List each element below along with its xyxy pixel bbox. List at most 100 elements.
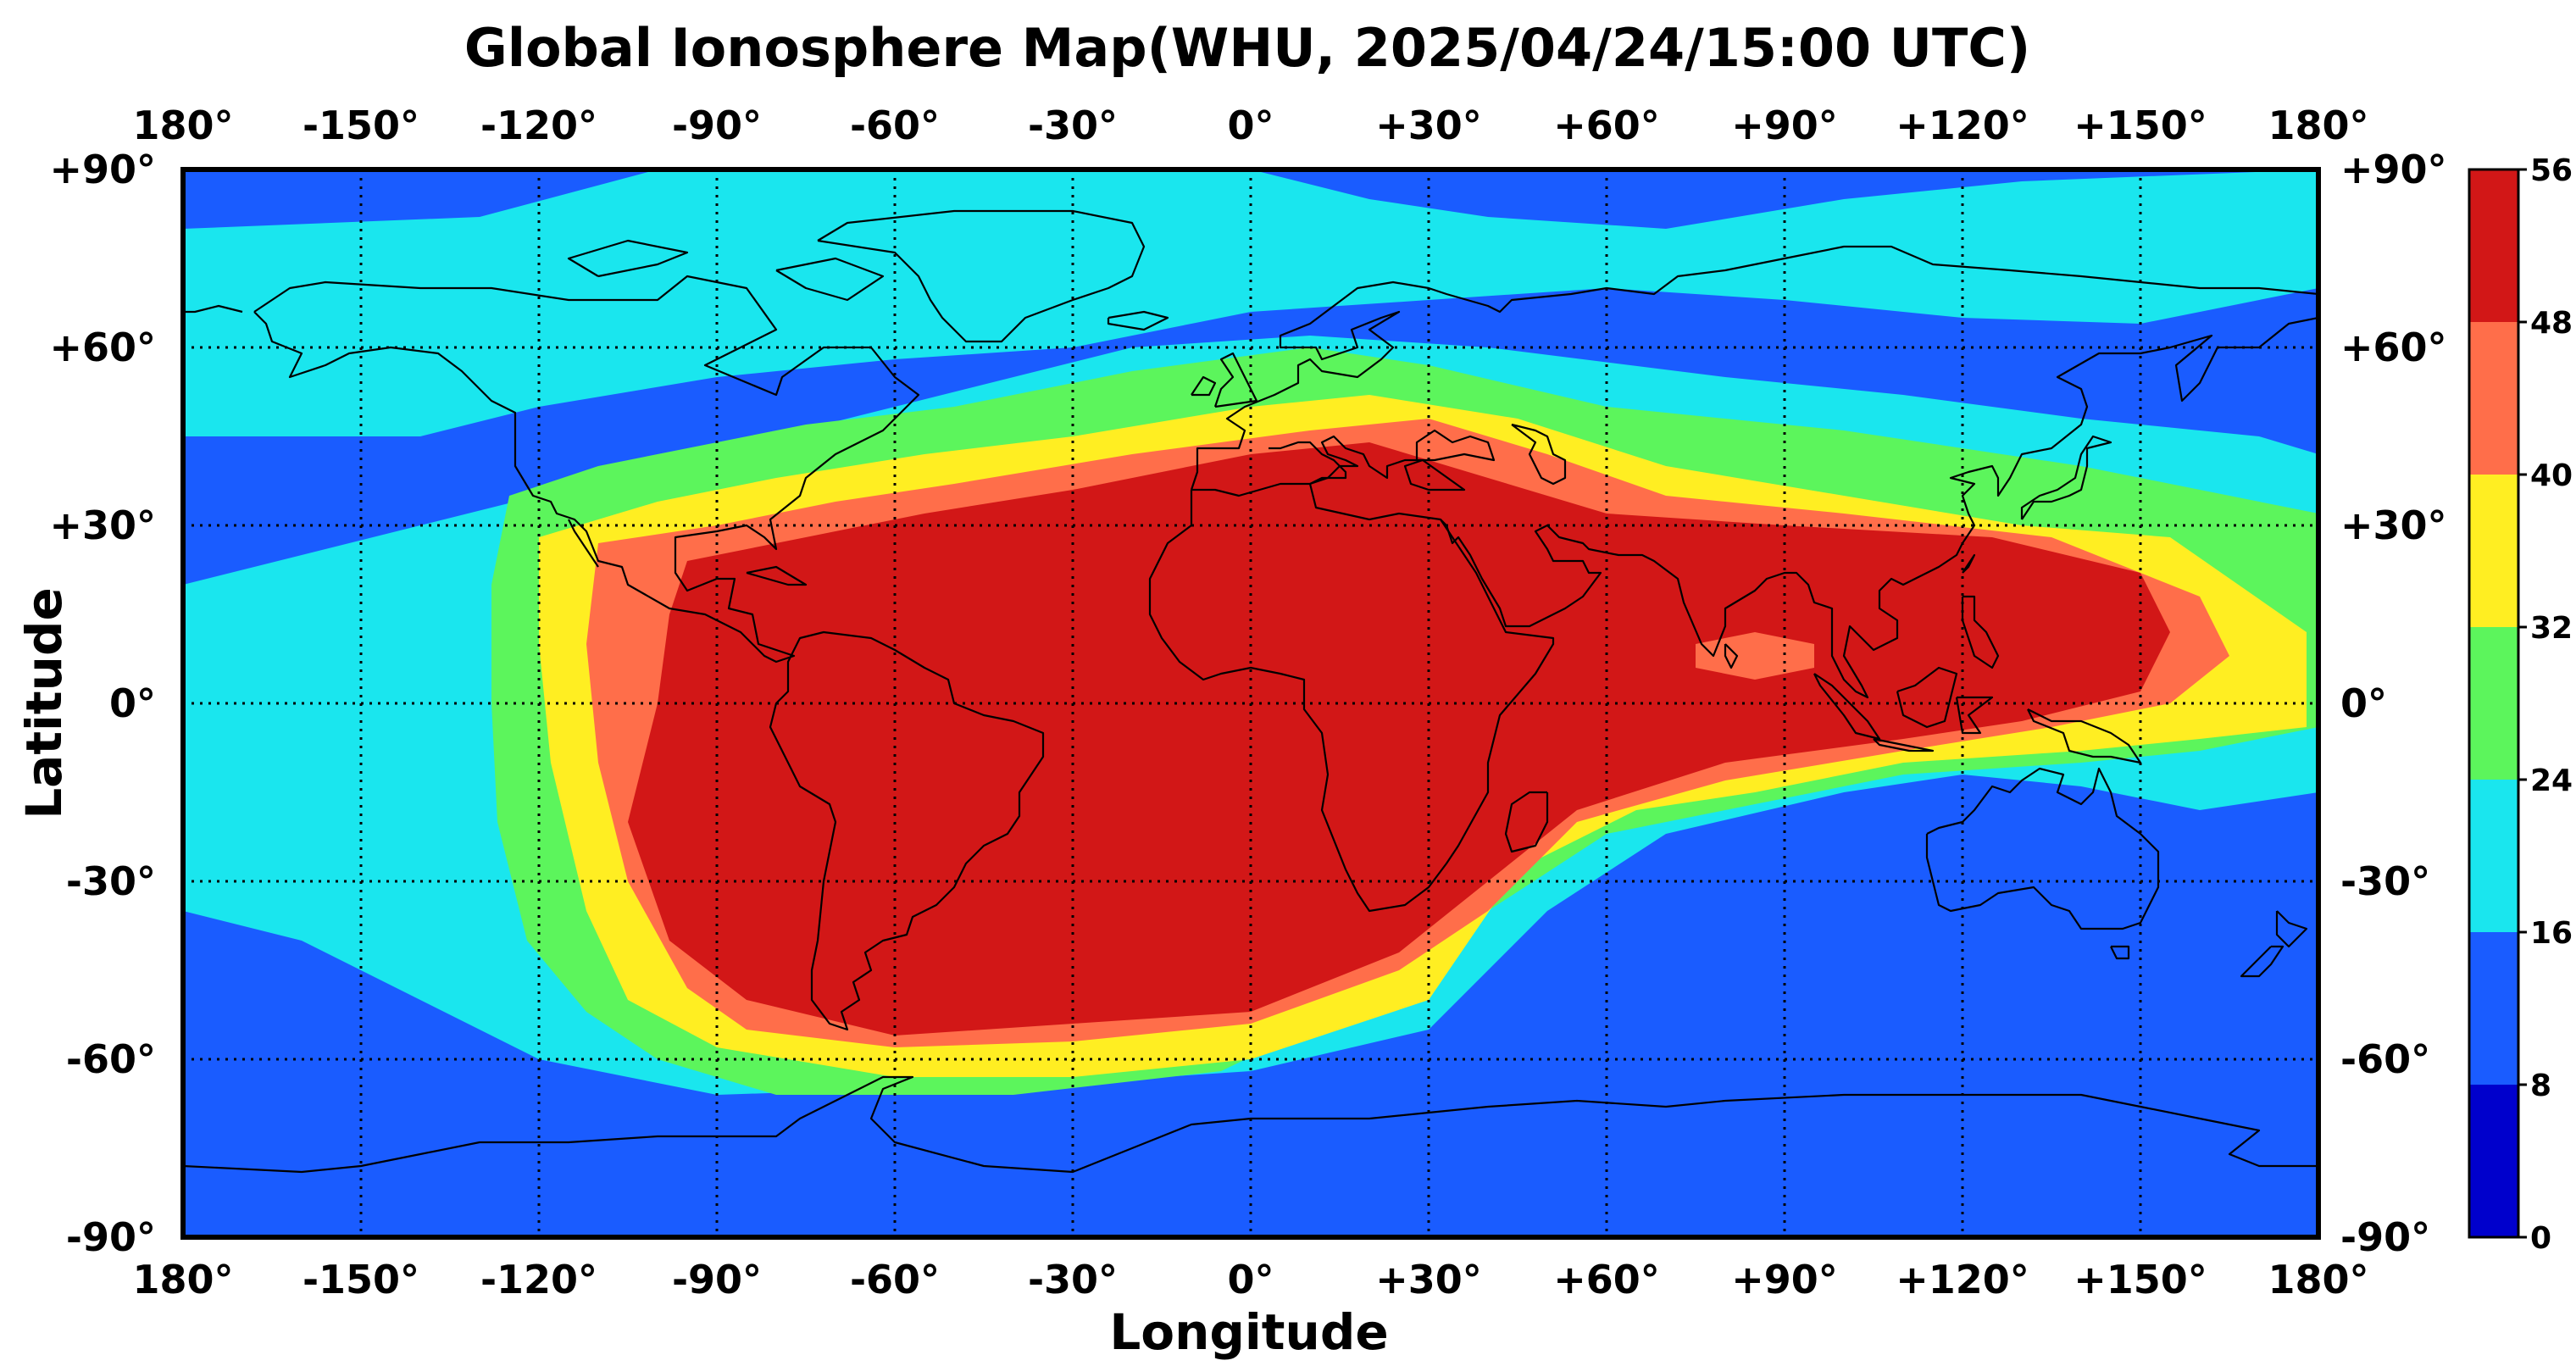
lon-tick-label-top: +30°: [1375, 103, 1482, 148]
coastline-29: [2275, 910, 2308, 948]
lon-tick-label-top: -60°: [850, 103, 940, 148]
coastlines: [183, 209, 2318, 1174]
coastline-13: [1440, 316, 2318, 699]
coastline-31: [183, 1075, 2318, 1174]
coastline-10: [1148, 482, 1555, 913]
coastline-15: [1269, 441, 1347, 485]
coastline-26: [1962, 553, 1976, 574]
coastline-1: [568, 519, 599, 568]
colorbar-tick-label: 0: [2530, 1221, 2551, 1256]
lat-tick-label-right: +60°: [2340, 325, 2447, 370]
coastline-7: [1213, 352, 1258, 408]
coastline-24: [1961, 595, 2000, 669]
lat-tick-label-left: +90°: [49, 147, 156, 192]
coastline-28: [2110, 945, 2130, 960]
colorbar-segment-2: [2469, 780, 2518, 932]
coastline-3: [775, 257, 885, 302]
coastline-12: [183, 304, 243, 314]
lon-tick-label-bottom: 180°: [2268, 1257, 2368, 1302]
lat-tick-label-left: -60°: [66, 1036, 156, 1082]
colorbar-tick-label: 8: [2530, 1069, 2551, 1103]
coastline-19: [1813, 673, 1881, 741]
lon-tick-label-bottom: +90°: [1731, 1257, 1838, 1302]
colorbar-tick-label: 56: [2530, 153, 2573, 188]
lon-tick-label-bottom: +150°: [2074, 1257, 2207, 1302]
colorbar-frame: [2468, 168, 2520, 1239]
lon-tick-label-bottom: 0°: [1227, 1257, 1274, 1302]
lon-tick-label-top: -30°: [1028, 103, 1118, 148]
lon-tick-label-top: -150°: [303, 103, 419, 148]
coastline-22: [1955, 696, 1994, 735]
y-axis-label: Latitude: [15, 587, 73, 819]
lon-tick-label-bottom: +120°: [1896, 1257, 2029, 1302]
colorbar-segment-0: [2469, 1085, 2518, 1237]
lon-tick-label-top: +150°: [2074, 103, 2207, 148]
coastline-11: [1190, 245, 2318, 491]
map-frame: [180, 167, 2321, 1240]
latitude-ticks-right: +90° +60° +30° 0° -30° -60° -90°: [2340, 147, 2447, 1260]
lat-tick-label-right: -60°: [2340, 1036, 2430, 1082]
coastline-8: [1191, 375, 1217, 397]
lat-tick-label-right: -90°: [2340, 1214, 2430, 1260]
coastline-17: [1504, 791, 1549, 853]
lon-tick-label-top: 180°: [2268, 103, 2368, 148]
lon-tick-label-bottom: +30°: [1375, 1257, 1482, 1302]
coastline-20: [1873, 737, 1935, 752]
colorbar-tick-label: 24: [2530, 764, 2573, 798]
lon-tick-label-top: +60°: [1553, 103, 1660, 148]
colorbar-tick-label: 40: [2530, 458, 2573, 493]
map-plot-area: [183, 169, 2318, 1237]
coastline-5: [746, 565, 808, 586]
lat-tick-label-left: +60°: [49, 325, 156, 370]
coastline-21: [1896, 666, 1958, 729]
lat-tick-label-left: +30°: [49, 503, 156, 548]
lon-tick-label-bottom: +60°: [1553, 1257, 1660, 1302]
lon-tick-label-bottom: -150°: [303, 1257, 419, 1302]
coastline-30: [2240, 945, 2285, 978]
lon-tick-label-bottom: -120°: [480, 1257, 597, 1302]
coastline-4: [567, 239, 689, 278]
coastline-25: [2020, 435, 2112, 520]
lat-tick-label-left: -90°: [66, 1214, 156, 1260]
coastline-27: [1925, 767, 2160, 930]
lat-tick-label-right: 0°: [2340, 680, 2387, 726]
lon-tick-label-top: -90°: [672, 103, 762, 148]
lat-tick-label-right: +30°: [2340, 503, 2447, 548]
longitude-ticks-bottom: 180° -150° -120° -90° -60° -30° 0° +30° +60° +90°…: [132, 1257, 2368, 1302]
colorbar-segment-5: [2469, 322, 2518, 475]
lat-tick-label-left: 0°: [109, 680, 156, 726]
lat-tick-label-right: -30°: [2340, 858, 2430, 904]
coastline-0: [253, 275, 920, 664]
x-axis-label: Longitude: [1109, 1303, 1388, 1361]
lon-tick-label-top: 180°: [132, 103, 233, 148]
lon-tick-label-bottom: -60°: [850, 1257, 940, 1302]
lat-tick-label-right: +90°: [2340, 147, 2447, 192]
colorbar-segment-4: [2469, 475, 2518, 627]
lon-tick-label-top: 0°: [1227, 103, 1274, 148]
colorbar-tick-label: 16: [2530, 916, 2573, 951]
latitude-ticks-left: +90° +60° +30° 0° -30° -60° -90°: [49, 147, 156, 1260]
colorbar: 0 8 16 24 32 40 48 56: [2468, 153, 2573, 1256]
longitude-ticks-top: 180° -150° -120° -90° -60° -30° 0° +30° +60° +90°…: [132, 103, 2368, 148]
colorbar-tick-label: 32: [2530, 611, 2573, 646]
lon-tick-label-bottom: -90°: [672, 1257, 762, 1302]
lon-tick-label-top: +120°: [1896, 103, 2029, 148]
coastline-6: [1107, 310, 1169, 331]
colorbar-segment-1: [2469, 932, 2518, 1085]
colorbar-tick-label: 48: [2530, 306, 2573, 341]
lon-tick-label-bottom: -30°: [1028, 1257, 1118, 1302]
coastline-23: [2027, 708, 2142, 764]
coastline-9: [769, 630, 1045, 1031]
lon-tick-label-top: -120°: [480, 103, 597, 148]
colorbar-segment-3: [2469, 627, 2518, 780]
coastline-14: [1309, 429, 1496, 491]
coastline-16: [1511, 423, 1567, 486]
colorbar-segment-6: [2469, 169, 2518, 322]
tec-region-48-5: [628, 442, 2170, 1036]
coastline-18: [1724, 643, 1739, 669]
tec-contours: [183, 169, 2318, 1095]
lon-tick-label-top: +90°: [1731, 103, 1838, 148]
lat-tick-label-left: -30°: [66, 858, 156, 904]
graticule-grid: [183, 169, 2318, 1237]
